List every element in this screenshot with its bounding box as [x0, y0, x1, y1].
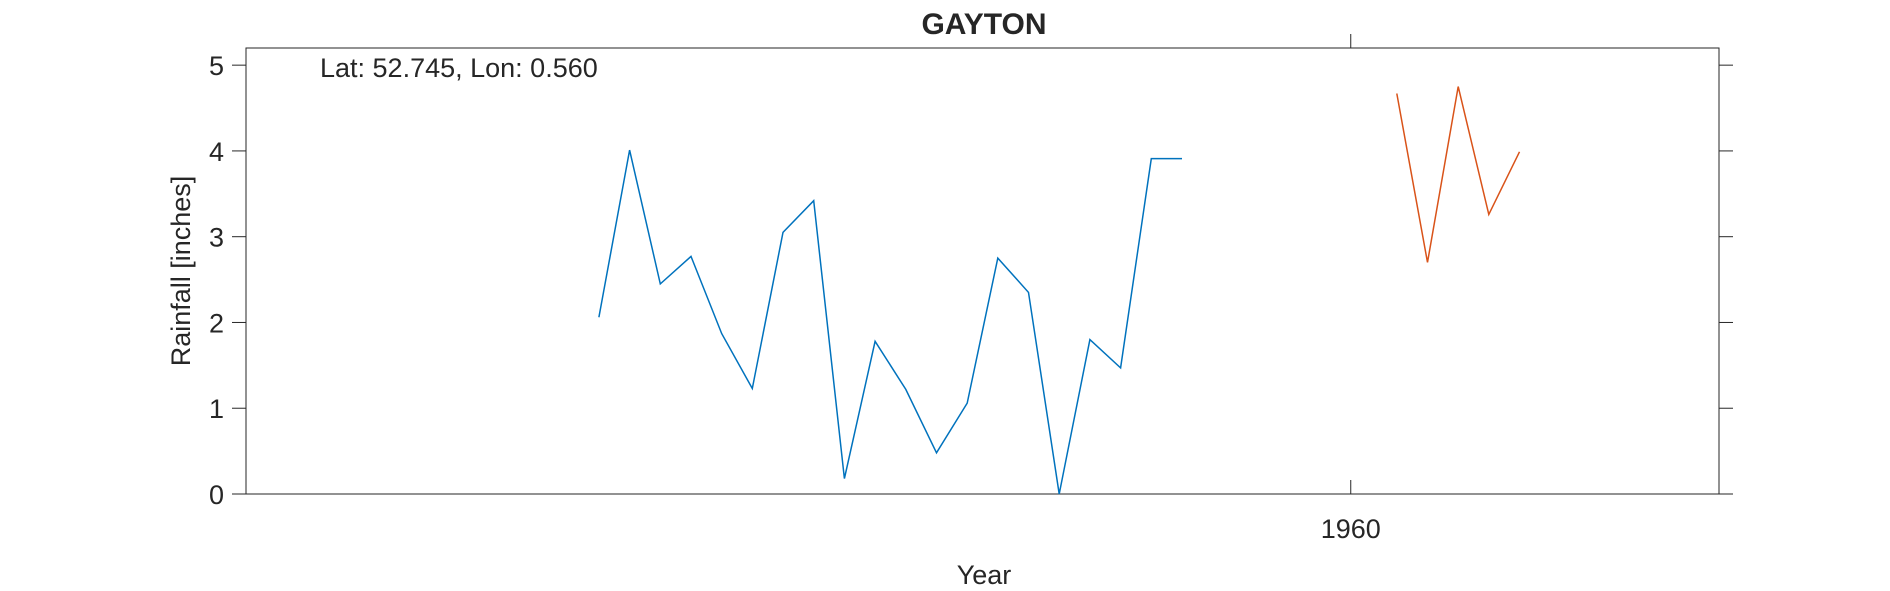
- y-tick-label: 2: [209, 308, 224, 338]
- y-tick-label: 3: [209, 223, 224, 253]
- location-annotation: Lat: 52.745, Lon: 0.560: [320, 53, 598, 83]
- x-ticks: 1960: [1321, 34, 1381, 544]
- series-lines: [598, 86, 1521, 495]
- series-line-2: [1396, 86, 1521, 263]
- series-line-1: [598, 149, 1182, 495]
- x-axis-label: Year: [957, 560, 1012, 590]
- plot-area: [245, 47, 1720, 495]
- y-tick-label: 4: [209, 137, 224, 167]
- y-axis-label: Rainfall [inches]: [166, 176, 196, 367]
- x-tick-label: 1960: [1321, 514, 1381, 544]
- y-ticks: 0 1 2 3 4 5: [209, 51, 1733, 510]
- y-tick-label: 5: [209, 51, 224, 81]
- y-tick-label: 0: [209, 480, 224, 510]
- y-tick-label: 1: [209, 394, 224, 424]
- chart-title: GAYTON: [921, 8, 1046, 41]
